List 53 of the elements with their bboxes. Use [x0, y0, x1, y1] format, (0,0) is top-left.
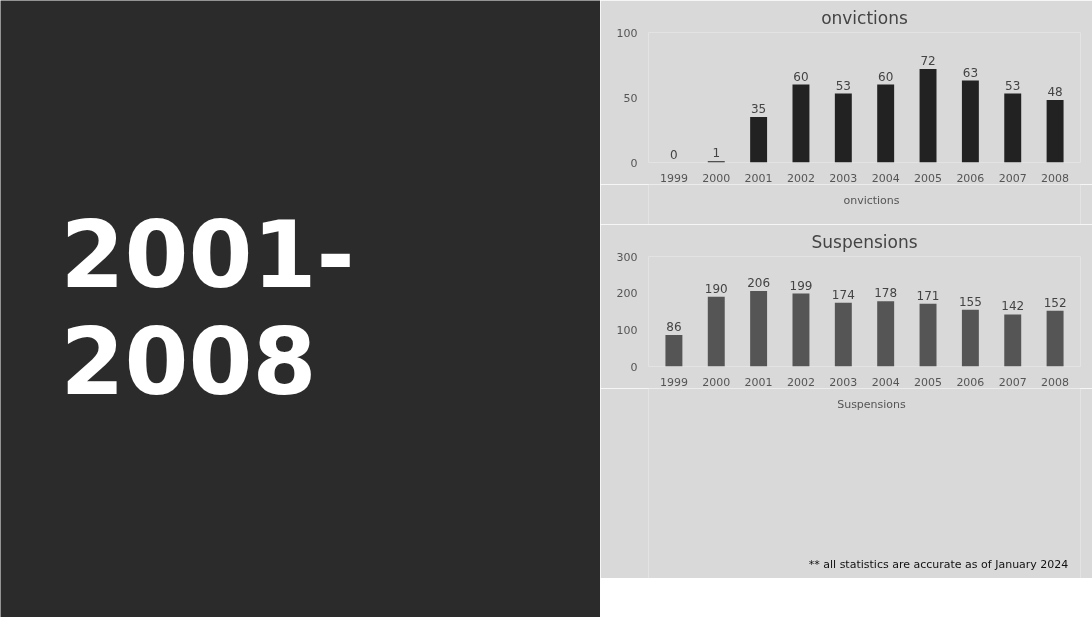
- data-label: 48: [1047, 85, 1063, 100]
- data-label: 60: [793, 69, 809, 84]
- data-label: 60: [878, 69, 894, 84]
- data-label: 53: [835, 78, 851, 93]
- data-label: 155: [958, 294, 982, 309]
- chart-title: Suspensions: [811, 231, 918, 252]
- data-label: 142: [1001, 299, 1025, 314]
- data-label: 72: [920, 53, 936, 68]
- x-tick-label: 2008: [1041, 375, 1070, 389]
- y-tick-label: 100: [616, 26, 638, 40]
- x-tick-label: 2003: [829, 375, 858, 389]
- x-tick-label: 2008: [1041, 171, 1070, 185]
- data-label: 63: [962, 65, 979, 80]
- x-tick-label: 2001: [744, 375, 773, 389]
- x-tick-label: 2000: [702, 375, 731, 389]
- x-tick-label: 1999: [659, 375, 688, 389]
- y-tick-label: 100: [616, 323, 638, 337]
- chart-title: onvictions: [821, 7, 909, 28]
- x-tick-label: 2002: [786, 171, 815, 185]
- data-label: 171: [916, 288, 940, 303]
- x-tick-label: 2006: [956, 171, 985, 185]
- x-tick-label: 2001: [744, 171, 773, 185]
- data-label: 206: [747, 275, 771, 290]
- data-label: 178: [874, 286, 898, 301]
- data-label: 86: [666, 319, 682, 334]
- x-tick-label: 2007: [998, 375, 1027, 389]
- data-label: 199: [789, 278, 813, 293]
- x-tick-label: 2007: [998, 171, 1027, 185]
- x-tick-label: 1999: [659, 171, 688, 185]
- text: onvictions: [843, 194, 900, 207]
- text: ** all statistics are accurate as of January 2024: [808, 557, 1069, 571]
- data-label: 35: [750, 102, 767, 116]
- x-tick-label: 2006: [956, 375, 985, 389]
- x-tick-label: 2005: [914, 171, 943, 185]
- data-label: 0: [670, 147, 678, 162]
- x-tick-label: 2002: [786, 375, 815, 389]
- text: 2001- 2008: [60, 202, 355, 416]
- x-tick-label: 2003: [829, 171, 858, 185]
- data-label: 190: [704, 281, 728, 296]
- data-label: 53: [1005, 78, 1021, 93]
- x-tick-label: 2004: [871, 171, 900, 185]
- y-tick-label: 200: [616, 287, 638, 301]
- y-tick-label: 0: [630, 360, 638, 374]
- y-tick-label: 0: [630, 156, 638, 170]
- x-tick-label: 2005: [914, 375, 943, 389]
- y-tick-label: 300: [616, 250, 638, 264]
- data-label: 174: [831, 287, 855, 302]
- data-label: 152: [1043, 295, 1067, 310]
- text: Suspensions: [837, 398, 906, 411]
- x-tick-label: 2004: [871, 375, 900, 389]
- y-tick-label: 50: [623, 91, 638, 105]
- data-label: 1: [712, 146, 721, 161]
- x-tick-label: 2000: [702, 171, 731, 185]
